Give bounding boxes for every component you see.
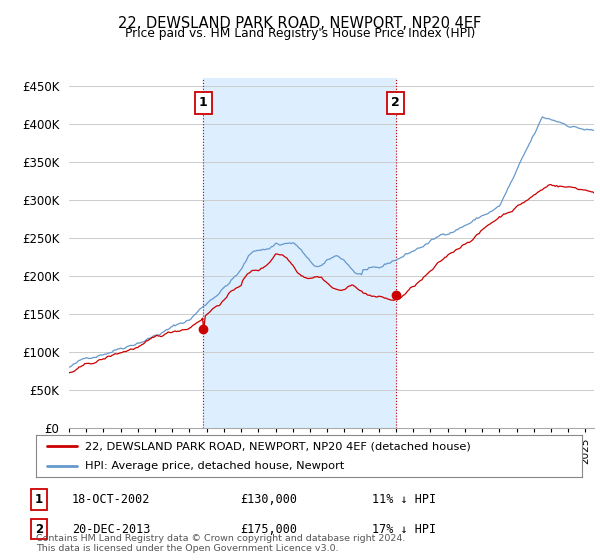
Text: 18-OCT-2002: 18-OCT-2002 [72,493,151,506]
Text: Contains HM Land Registry data © Crown copyright and database right 2024.
This d: Contains HM Land Registry data © Crown c… [36,534,406,553]
Text: 22, DEWSLAND PARK ROAD, NEWPORT, NP20 4EF (detached house): 22, DEWSLAND PARK ROAD, NEWPORT, NP20 4E… [85,441,471,451]
Text: 1: 1 [35,493,43,506]
Text: Price paid vs. HM Land Registry's House Price Index (HPI): Price paid vs. HM Land Registry's House … [125,27,475,40]
Text: 11% ↓ HPI: 11% ↓ HPI [372,493,436,506]
Text: 1: 1 [199,96,208,109]
Text: 2: 2 [391,96,400,109]
Text: £130,000: £130,000 [240,493,297,506]
Text: 2: 2 [35,522,43,536]
Text: 20-DEC-2013: 20-DEC-2013 [72,522,151,536]
Text: HPI: Average price, detached house, Newport: HPI: Average price, detached house, Newp… [85,461,344,471]
Bar [203,78,395,428]
Text: 22, DEWSLAND PARK ROAD, NEWPORT, NP20 4EF: 22, DEWSLAND PARK ROAD, NEWPORT, NP20 4E… [118,16,482,31]
Text: £175,000: £175,000 [240,522,297,536]
Text: 17% ↓ HPI: 17% ↓ HPI [372,522,436,536]
